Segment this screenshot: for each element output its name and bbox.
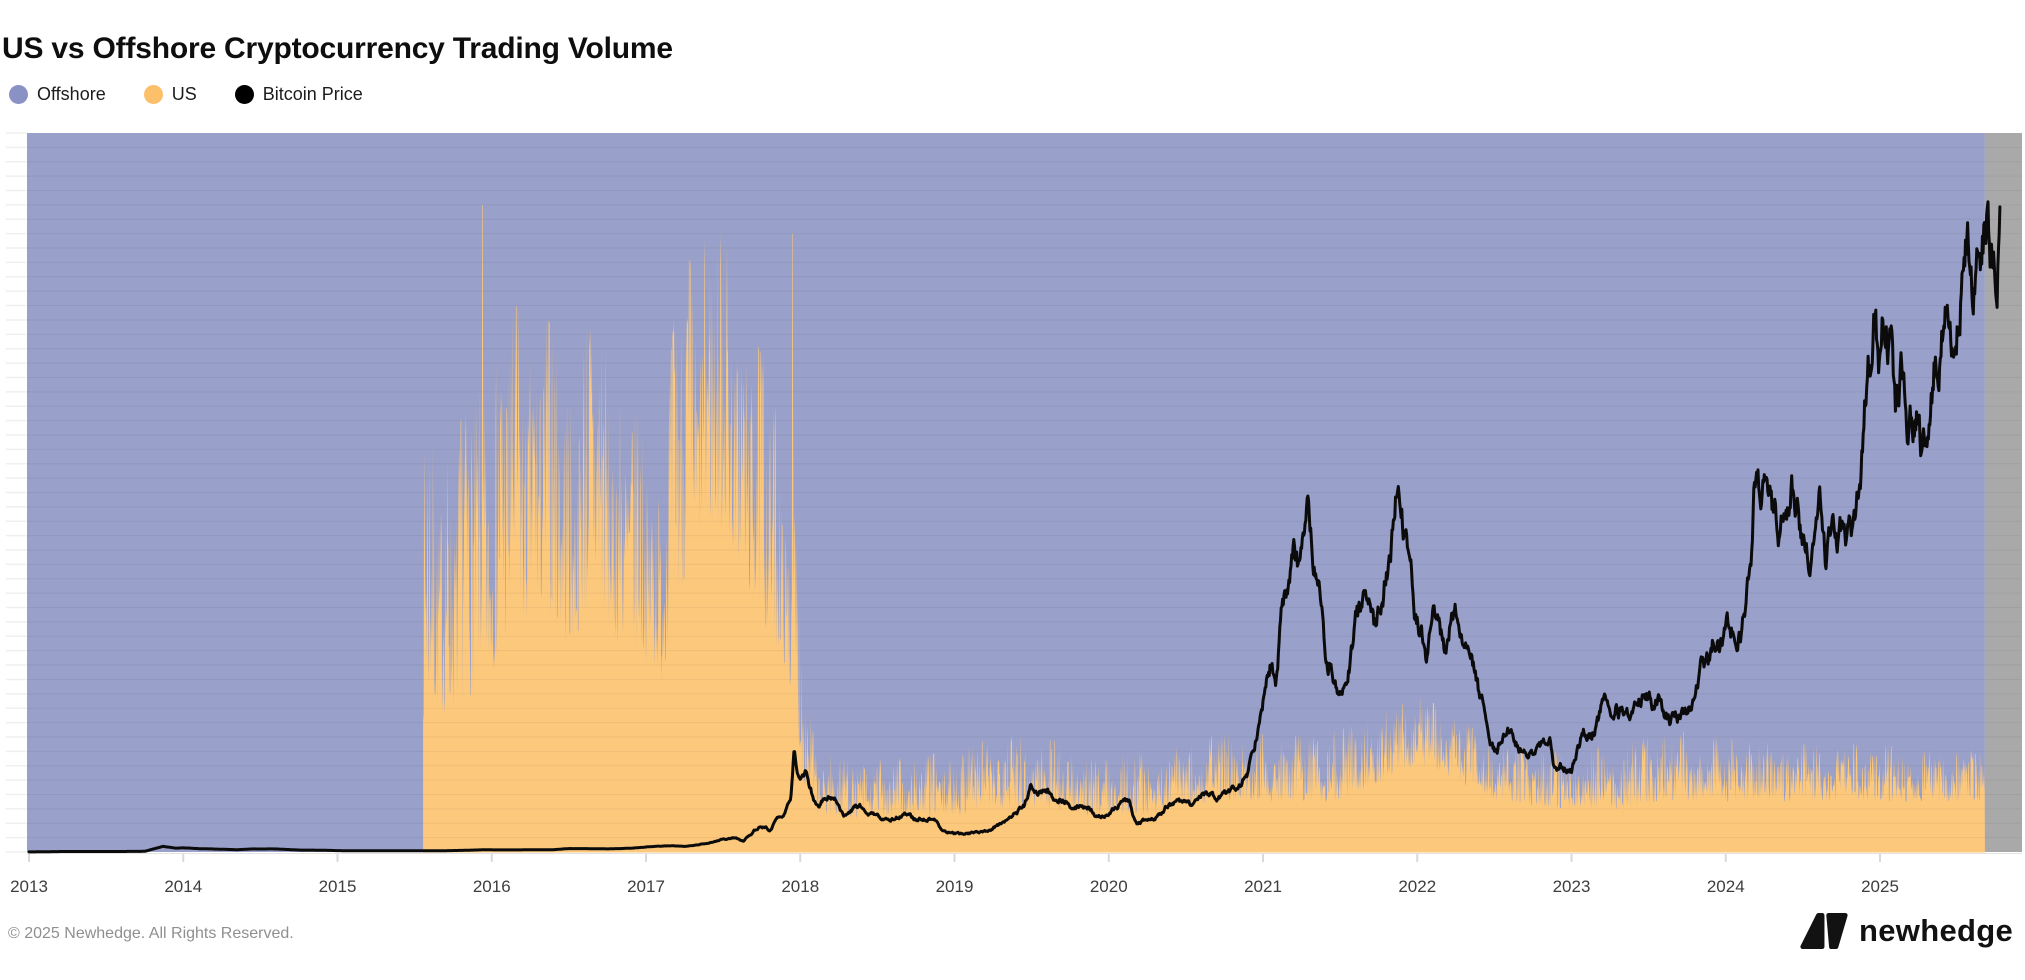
x-axis-tick-label: 2020 xyxy=(1090,877,1128,896)
x-axis-tick-label: 2013 xyxy=(10,877,48,896)
legend: Offshore US Bitcoin Price xyxy=(9,84,363,105)
legend-label-us: US xyxy=(171,84,197,104)
us-series-dot-icon xyxy=(143,85,163,104)
x-axis: 2013 2014 2015 2016 2017 2018 2019 2020 2021 2022… xyxy=(10,854,1899,896)
legend-item-us[interactable]: US xyxy=(143,84,197,105)
brand-name: newhedge xyxy=(1859,913,2013,948)
x-axis-tick-label: 2024 xyxy=(1707,877,1745,896)
legend-item-bitcoin-price[interactable]: Bitcoin Price xyxy=(234,84,363,105)
y-axis-tick-stubs xyxy=(6,132,27,853)
x-axis-tick-label: 2017 xyxy=(627,877,665,896)
x-axis-tick-label: 2021 xyxy=(1244,877,1282,896)
x-axis-tick-label: 2018 xyxy=(781,877,819,896)
copyright-text: © 2025 Newhedge. All Rights Reserved. xyxy=(8,925,294,942)
page-title: US vs Offshore Cryptocurrency Trading Vo… xyxy=(2,32,673,66)
legend-label-bitcoin-price: Bitcoin Price xyxy=(262,84,363,104)
bitcoin-series-dot-icon xyxy=(234,85,254,104)
x-axis-tick-label: 2023 xyxy=(1553,877,1591,896)
brand-logo: newhedge xyxy=(1799,910,2013,952)
offshore-series-dot-icon xyxy=(9,85,28,104)
us-area xyxy=(423,204,1985,853)
x-axis-tick-label: 2025 xyxy=(1861,877,1899,896)
x-axis-tick-label: 2015 xyxy=(319,877,357,896)
legend-item-offshore[interactable]: Offshore xyxy=(9,84,106,105)
x-axis-tick-label: 2016 xyxy=(473,877,511,896)
newhedge-logo-icon xyxy=(1800,912,1848,950)
x-axis-tick-label: 2022 xyxy=(1398,877,1436,896)
x-axis-tick-label: 2019 xyxy=(936,877,974,896)
legend-label-offshore: Offshore xyxy=(37,84,106,104)
x-axis-tick-label: 2014 xyxy=(164,877,202,896)
horizontal-gridlines xyxy=(27,146,2022,839)
offshore-area xyxy=(27,133,1985,852)
bitcoin-price-line xyxy=(27,200,2002,854)
